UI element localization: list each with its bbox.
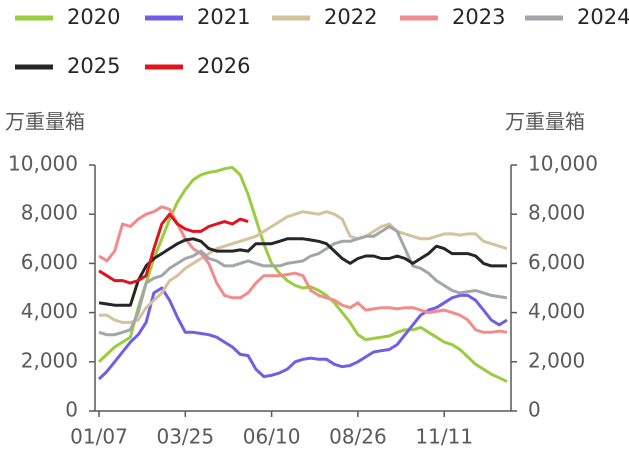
x-tick-label: 08/26: [329, 425, 387, 449]
y2-tick-label: 8,000: [528, 201, 585, 225]
x-tick-label: 01/07: [70, 425, 128, 449]
y-tick-label: 6,000: [21, 250, 78, 274]
series-line: [97, 166, 508, 383]
y-tick-label: 2,000: [21, 348, 78, 372]
y2-axis-title: 万重量箱: [505, 110, 585, 134]
y2-tick-label: 4,000: [528, 299, 585, 323]
legend-label: 2024: [577, 5, 629, 29]
series-line: [98, 205, 508, 334]
y2-tick-label: 10,000: [528, 152, 598, 176]
series-line: [98, 237, 507, 307]
legend: 2020 2021 2022 2023 2024 2025 2026: [15, 5, 629, 78]
y2-tick-label: 2,000: [528, 348, 585, 372]
y-tick-label: 10,000: [8, 152, 78, 176]
y-tick-label: 8,000: [21, 201, 78, 225]
y-tick-label: 4,000: [21, 299, 78, 323]
legend-label: 2025: [67, 54, 120, 78]
series-line: [98, 225, 508, 337]
series-line: [99, 210, 508, 324]
y2-tick-label: 6,000: [528, 250, 585, 274]
legend-label: 2020: [67, 5, 120, 29]
y2-tick-label: 0: [528, 398, 541, 422]
y-tick-label: 0: [65, 398, 78, 422]
legend-label: 2026: [197, 54, 250, 78]
legend-label: 2022: [324, 5, 377, 29]
y-axis-title: 万重量箱: [5, 110, 85, 134]
legend-label: 2021: [197, 5, 250, 29]
x-tick-label: 11/11: [415, 425, 473, 449]
series-line: [97, 286, 508, 381]
series-line: [98, 212, 249, 285]
x-tick-label: 03/25: [156, 425, 214, 449]
x-tick-label: 06/10: [243, 425, 301, 449]
legend-label: 2023: [452, 5, 505, 29]
